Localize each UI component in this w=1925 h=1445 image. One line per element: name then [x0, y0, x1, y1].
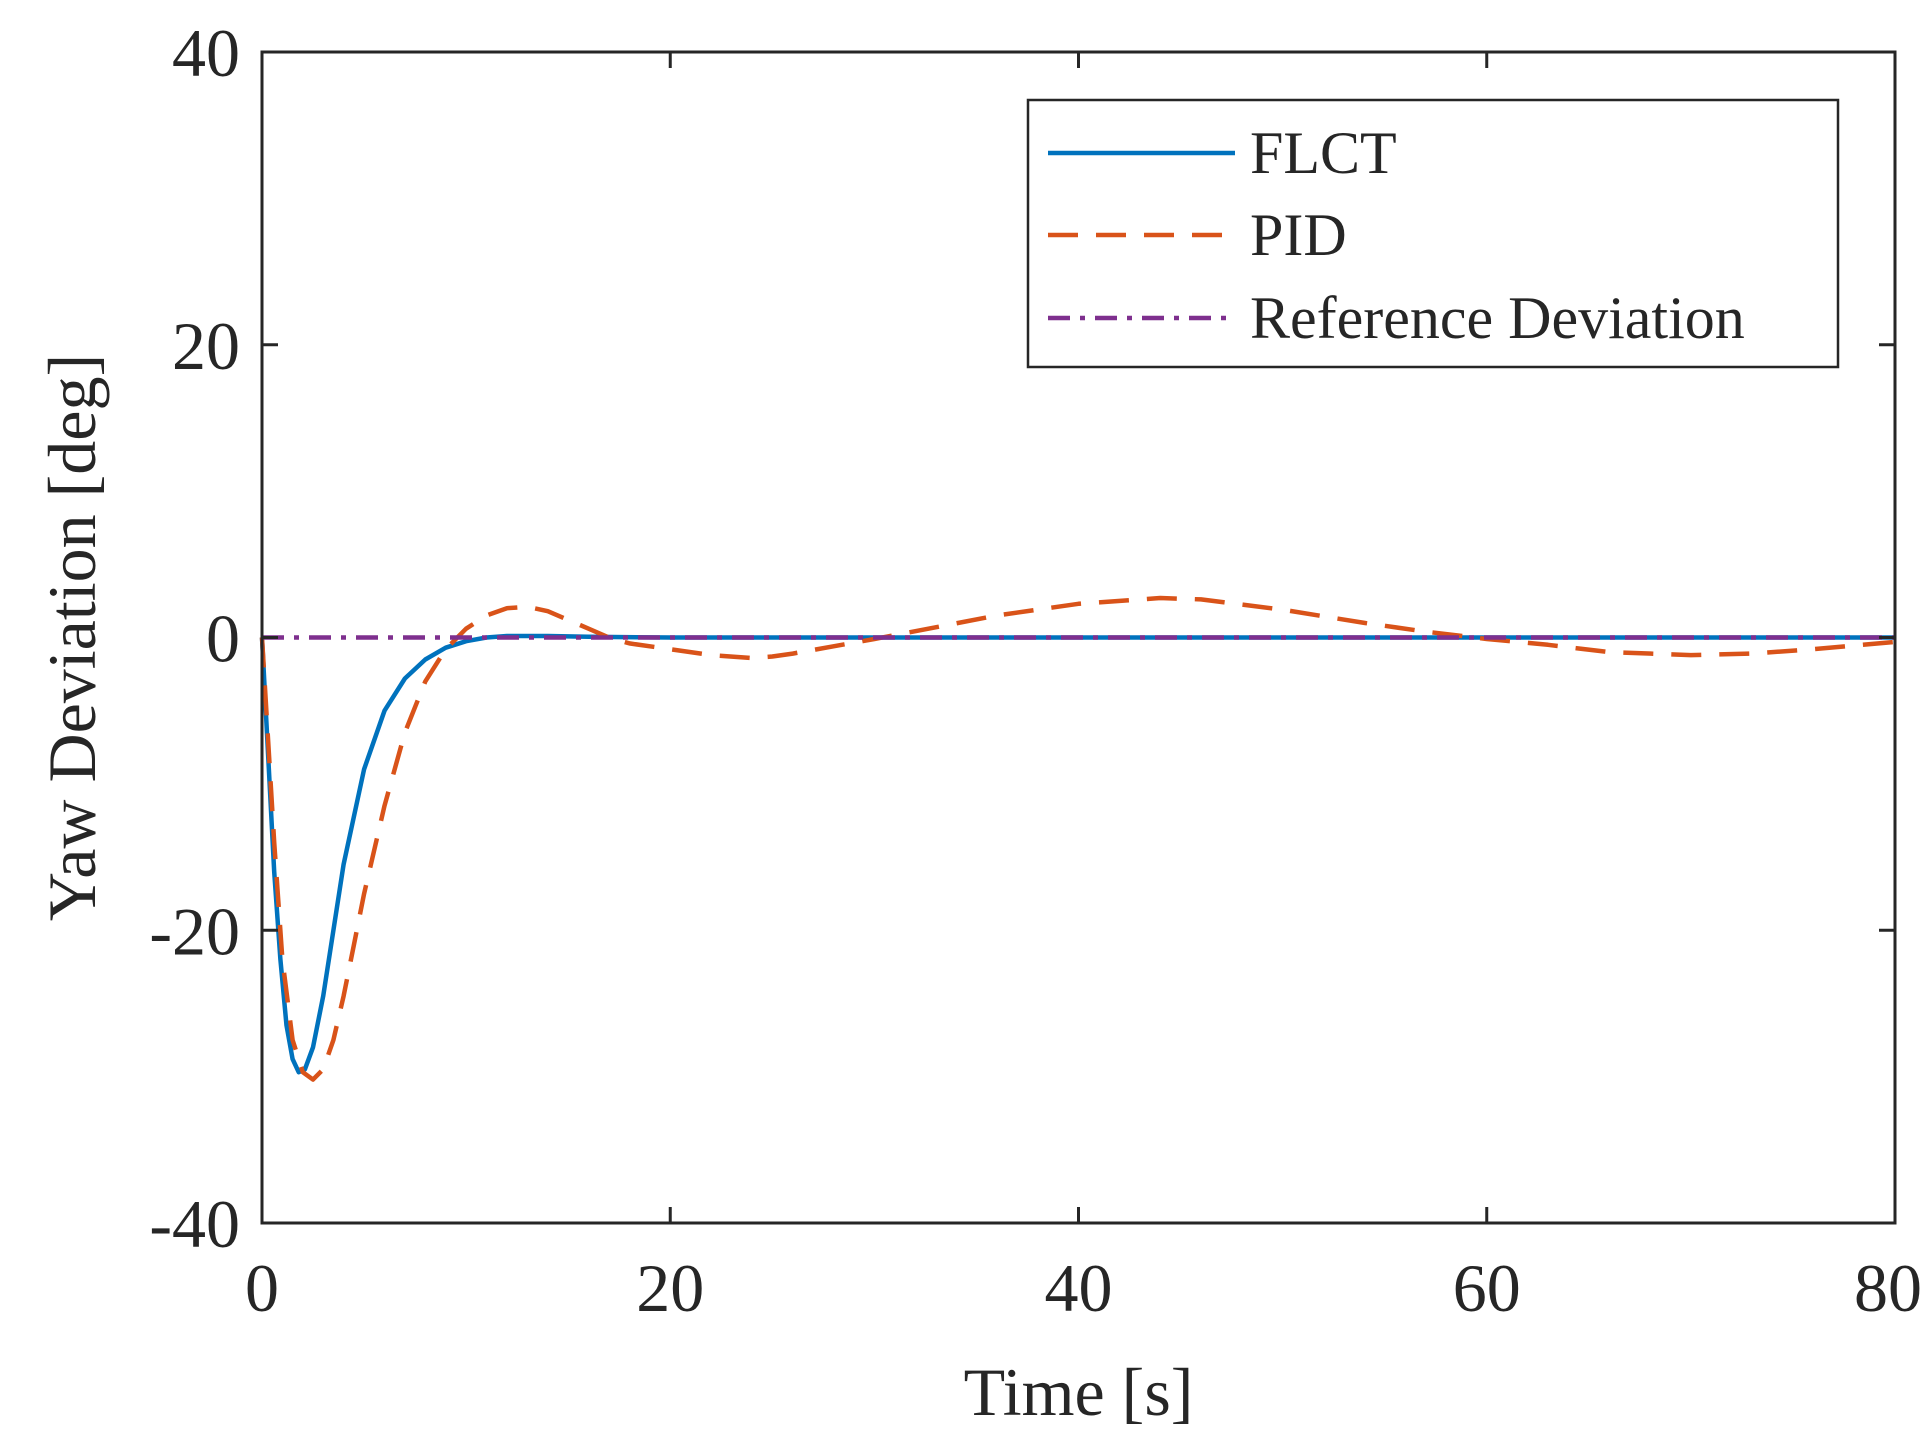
x-tick-label: 80: [1854, 1250, 1922, 1326]
y-axis-label: Yaw Deviation [deg]: [34, 354, 110, 921]
x-tick-label: 0: [245, 1250, 279, 1326]
series-line-pid: [259, 595, 1896, 1082]
legend-label-flct: FLCT: [1250, 120, 1397, 186]
axis-ticks: [260, 50, 1897, 1225]
series-line-flct: [259, 633, 1895, 1075]
legend: FLCT PID Reference Deviation: [1026, 98, 1840, 369]
y-tick-label: 0: [206, 601, 240, 677]
x-tick-label: 20: [636, 1250, 704, 1326]
y-tick-label: -40: [149, 1186, 240, 1262]
legend-label-reference-deviation: Reference Deviation: [1250, 285, 1745, 351]
x-tick-label: 40: [1045, 1250, 1113, 1326]
x-axis-label: Time [s]: [964, 1354, 1194, 1430]
y-tick-label: 20: [172, 308, 240, 384]
y-tick-label: 40: [172, 15, 240, 91]
x-tick-labels: 0 20 40 60 80: [245, 1250, 1922, 1326]
x-tick-label: 60: [1453, 1250, 1521, 1326]
y-tick-label: -20: [149, 893, 240, 969]
y-tick-labels: -40 -20 0 20 40: [149, 15, 240, 1262]
legend-label-pid: PID: [1250, 202, 1347, 268]
plot-lines: [259, 595, 1896, 1082]
